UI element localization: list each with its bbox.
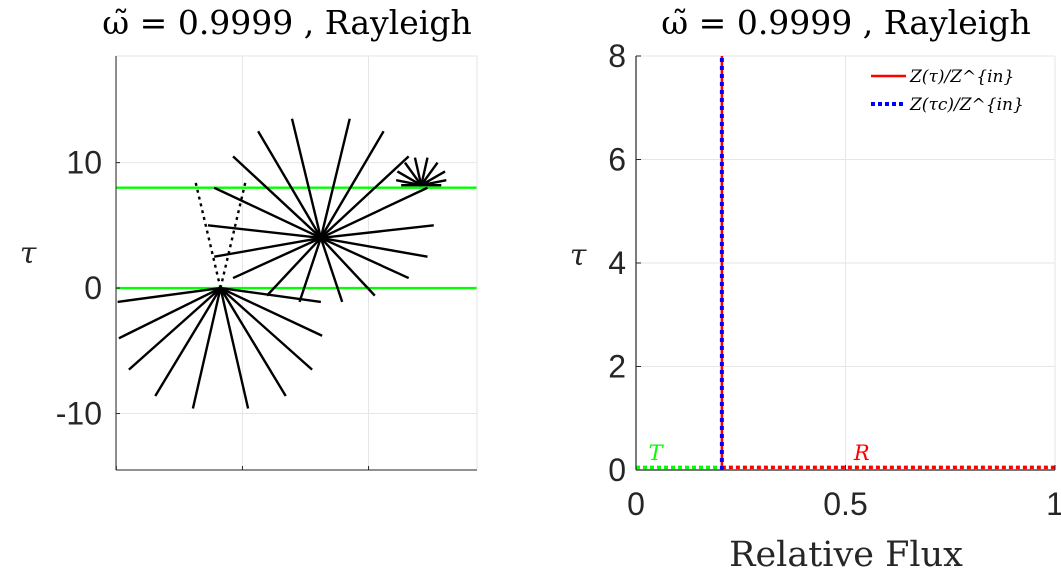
legend-box <box>862 58 1046 128</box>
scatter-3-ray <box>403 161 423 186</box>
scatter-2-ray <box>320 236 428 258</box>
left-chart-title: ω̃ = 0.9999 , Rayleigh <box>102 3 471 42</box>
scatter-3-ray <box>420 170 446 187</box>
left-chart: ω̃ = 0.9999 , Rayleigh 10 0 -10 τ <box>20 3 478 471</box>
right-y-tick-label: 2 <box>608 349 626 385</box>
left-y-tick-label: -10 <box>56 396 102 432</box>
legend-entry-z-tau-label: Z(τ)/Z^{in} <box>909 67 1014 87</box>
right-y-axis-label: τ <box>570 238 587 273</box>
scatter-2-ray <box>266 237 322 297</box>
left-boundaries <box>116 186 477 290</box>
right-x-tick-label: 0 <box>627 486 645 522</box>
scatter-3-ray <box>420 161 439 186</box>
left-y-ticks: 10 0 -10 <box>56 145 370 470</box>
scatter-2-ray <box>232 155 322 239</box>
transmission-label: T <box>649 441 665 465</box>
scatter-2-ray <box>232 236 322 280</box>
scatter-3-ray <box>396 170 422 187</box>
scatter-3-ray <box>413 157 423 186</box>
right-y-ticks: 0 2 4 6 8 <box>608 38 641 488</box>
scatter-1-ray <box>117 286 221 304</box>
scatter-2-ray <box>298 237 323 303</box>
scatter-2-ray <box>290 118 323 239</box>
scatter-2-ray <box>207 224 321 240</box>
scatter-2-ray <box>214 236 322 258</box>
scatter-1-ray <box>191 287 222 409</box>
right-x-axis-label: Relative Flux <box>729 535 963 575</box>
scatter-2-ray <box>319 237 376 297</box>
scatter-2-ray <box>319 130 385 239</box>
scatter-1-ray <box>220 286 322 304</box>
legend-entry-z-tauc-label: Z(τc)/Z^{in} <box>909 95 1024 115</box>
scatter-2-ray <box>213 186 322 239</box>
right-y-tick-label: 4 <box>608 245 626 281</box>
left-y-tick-label: 10 <box>66 145 102 181</box>
scatter-2-ray <box>320 186 429 239</box>
right-x-ticks: 0 0.5 1 <box>627 465 1061 522</box>
scatter-1-ray <box>128 287 222 371</box>
right-x-tick-label: 0.5 <box>823 486 867 522</box>
right-chart-title: ω̃ = 0.9999 , Rayleigh <box>661 3 1030 42</box>
scatter-2-ray <box>257 130 322 239</box>
right-y-tick-label: 6 <box>608 142 626 178</box>
scatter-1-ray <box>219 287 250 409</box>
scatter-1-ray <box>154 287 222 397</box>
right-y-tick-label: 8 <box>608 38 626 74</box>
scatter-2-ray <box>320 224 434 240</box>
left-y-axis-label: τ <box>20 236 37 271</box>
left-y-tick-label: 0 <box>84 270 102 306</box>
scatter-2-ray <box>320 236 410 280</box>
scatter-1-ray <box>118 287 222 340</box>
right-series <box>636 56 1055 470</box>
scatter-1-ray <box>219 287 287 397</box>
scatter-2-ray <box>319 237 344 303</box>
left-rays <box>117 118 447 409</box>
reflection-label: R <box>853 441 870 465</box>
scatter-1-ray <box>219 287 313 371</box>
incident-ray <box>194 181 222 289</box>
scatter-2-ray <box>320 155 410 239</box>
scatter-2-ray <box>319 118 351 239</box>
right-y-tick-label: 0 <box>608 452 626 488</box>
right-x-tick-label: 1 <box>1046 486 1061 522</box>
scatter-3-ray <box>420 157 429 186</box>
right-legend: Z(τ)/Z^{in} Z(τc)/Z^{in} <box>862 58 1046 128</box>
scatter-1-ray <box>219 287 323 337</box>
